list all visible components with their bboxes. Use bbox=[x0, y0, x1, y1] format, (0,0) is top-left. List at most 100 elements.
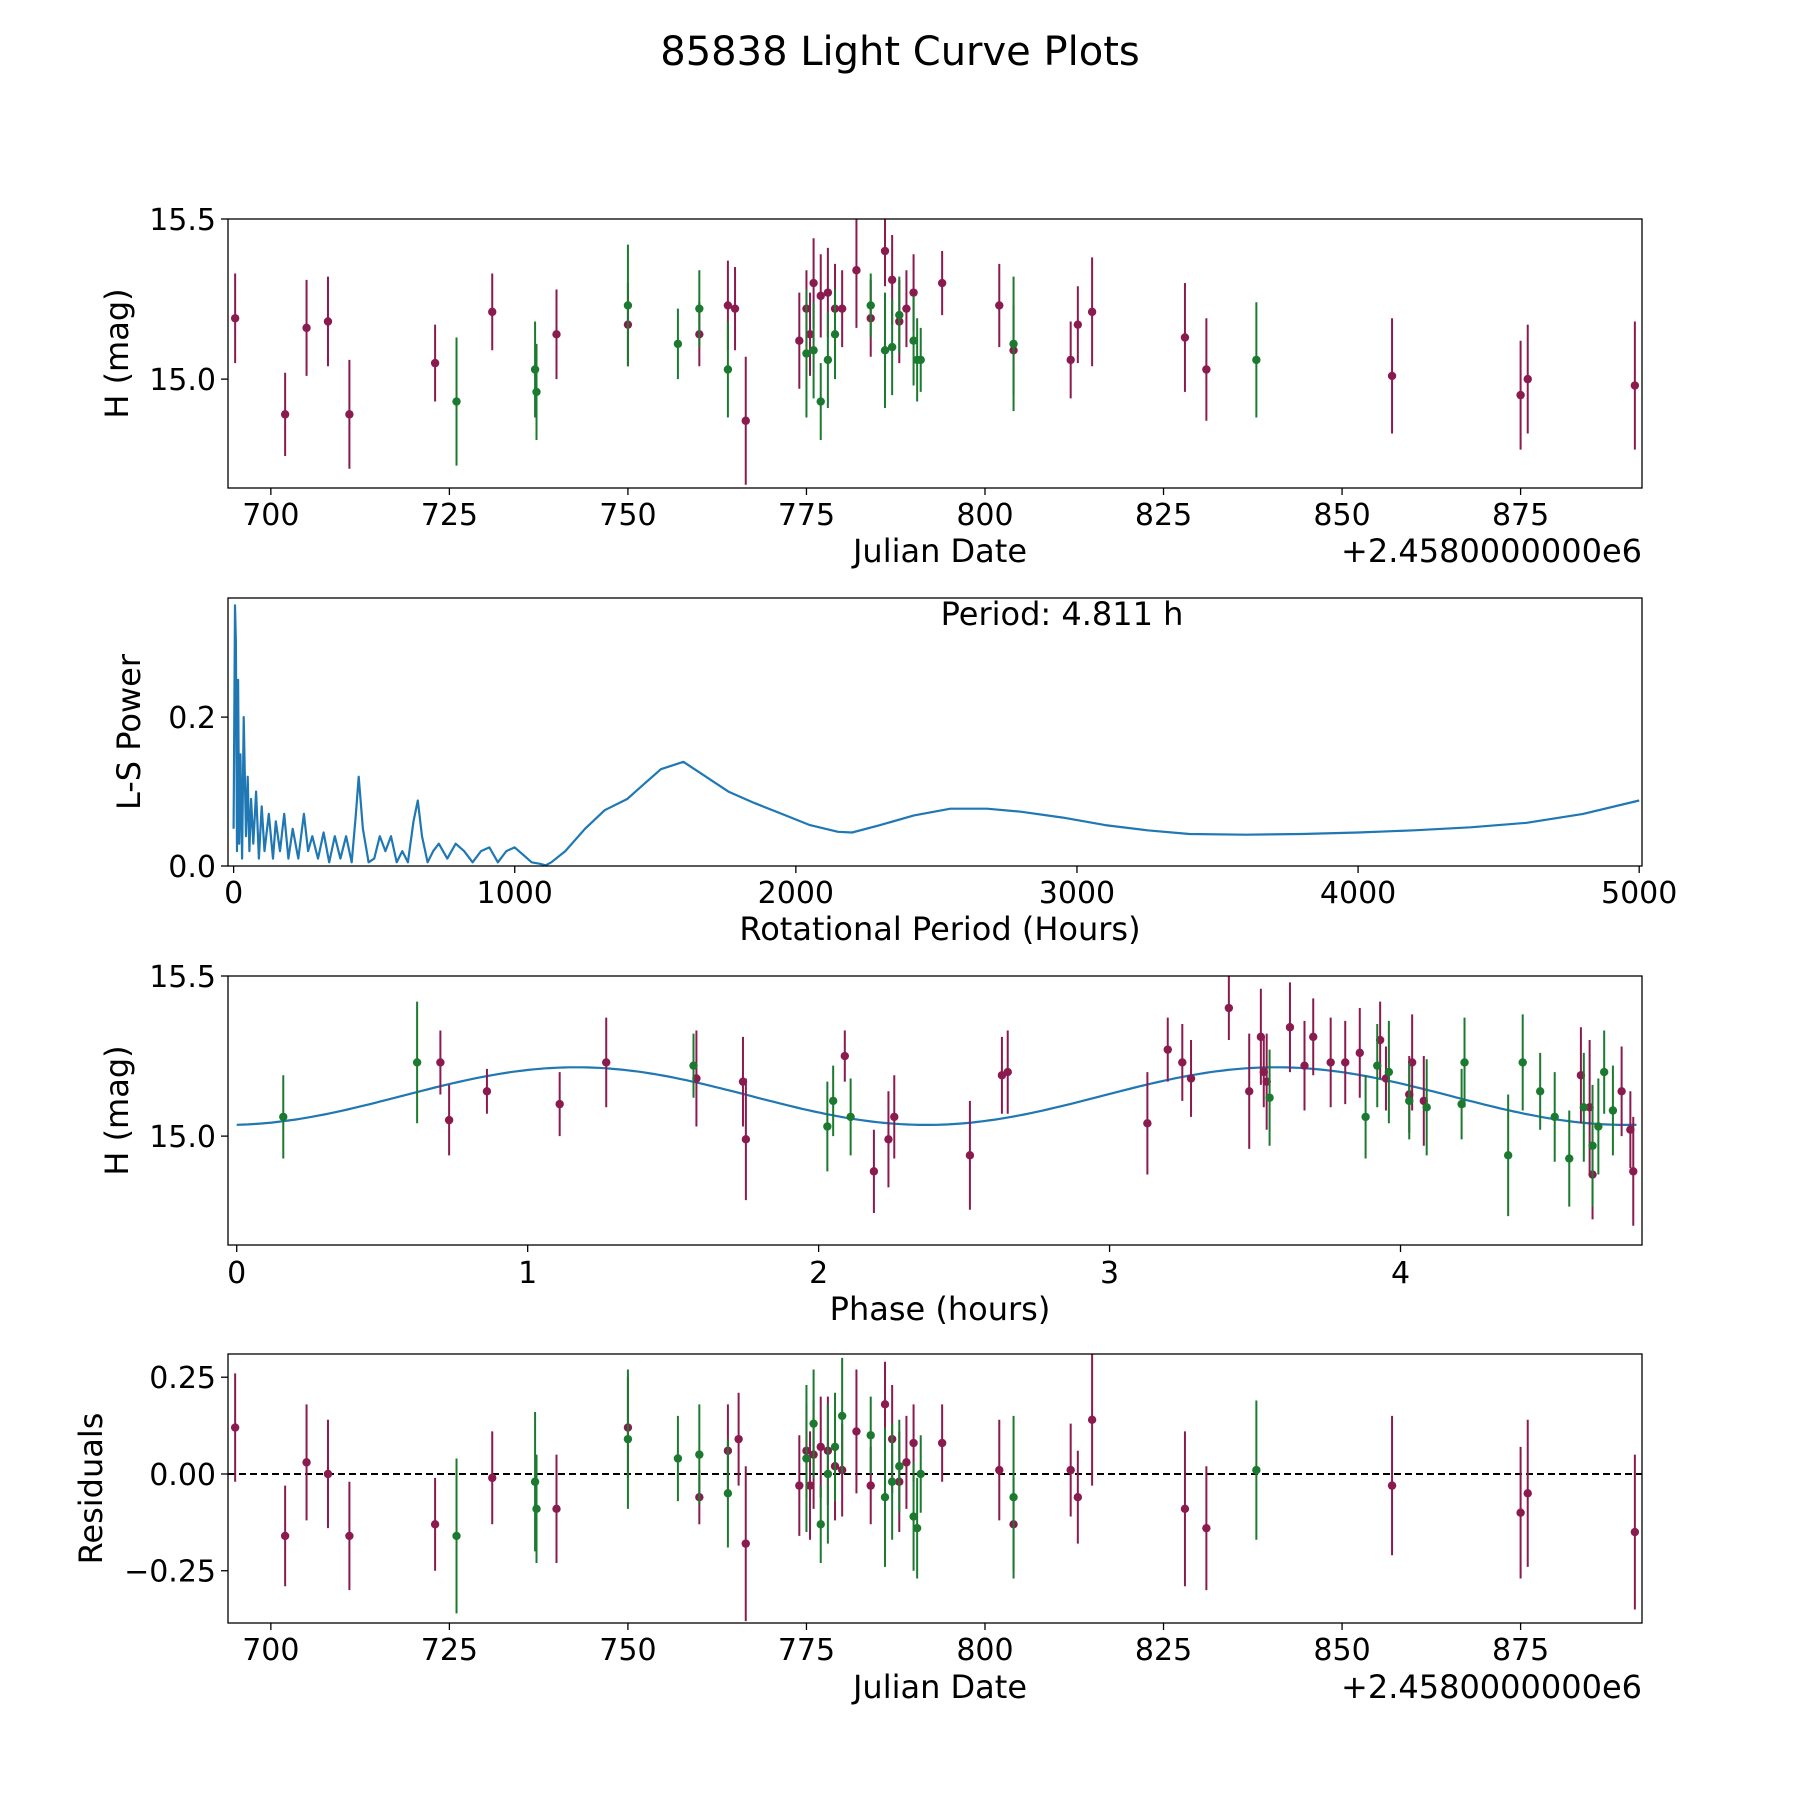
data-point bbox=[837, 304, 847, 313]
data-point bbox=[723, 365, 733, 374]
data-point bbox=[828, 1096, 838, 1106]
data-point bbox=[887, 342, 897, 352]
data-point bbox=[532, 1504, 541, 1514]
data-point bbox=[430, 1520, 440, 1529]
x-tick-label: 700 bbox=[242, 498, 299, 533]
data-point bbox=[1224, 1003, 1234, 1013]
data-point bbox=[695, 1450, 704, 1459]
data-point bbox=[1180, 1504, 1190, 1514]
x-tick-label: 875 bbox=[1492, 1633, 1549, 1668]
y-tick-label: 0.0 bbox=[168, 850, 216, 885]
x-tick-label: 800 bbox=[956, 1633, 1013, 1668]
data-point bbox=[809, 278, 818, 288]
data-point bbox=[937, 1438, 947, 1448]
x-tick-label: 825 bbox=[1135, 498, 1192, 533]
data-point bbox=[1405, 1096, 1414, 1106]
data-point bbox=[887, 1477, 897, 1486]
data-point bbox=[880, 1493, 890, 1502]
data-point bbox=[1422, 1103, 1431, 1112]
data-point bbox=[795, 336, 804, 345]
x-tick-label: 750 bbox=[599, 1633, 656, 1668]
data-point bbox=[890, 1112, 899, 1122]
data-point bbox=[1066, 1465, 1075, 1475]
data-point bbox=[1550, 1112, 1559, 1122]
data-point bbox=[552, 1504, 561, 1514]
data-point bbox=[884, 1135, 893, 1144]
data-point bbox=[823, 355, 833, 365]
data-point bbox=[1180, 333, 1190, 342]
data-point bbox=[602, 1058, 611, 1067]
periodogram-plot-area bbox=[232, 604, 1640, 866]
x-tick-label: 0 bbox=[224, 876, 243, 911]
data-point bbox=[937, 278, 947, 288]
phased-curve-panel: 0 1 2 3 4 15.0 15.5 Phase (hours) H (mag) bbox=[98, 960, 1643, 1328]
data-point bbox=[1087, 1415, 1097, 1424]
data-point bbox=[809, 1419, 818, 1428]
data-point bbox=[866, 1481, 875, 1490]
data-point bbox=[741, 1539, 750, 1548]
data-point bbox=[1143, 1119, 1152, 1128]
data-point bbox=[482, 1087, 492, 1096]
data-point bbox=[1163, 1045, 1172, 1054]
residuals-panel: 700 725 750 775 800 825 850 875 0.25 0.00 −0.25 Jul… bbox=[72, 1353, 1643, 1706]
data-point bbox=[805, 1481, 815, 1490]
data-point bbox=[734, 1434, 743, 1444]
data-point bbox=[1516, 1508, 1525, 1517]
data-point bbox=[345, 1531, 354, 1541]
data-point bbox=[880, 1400, 890, 1409]
data-point bbox=[1516, 390, 1525, 400]
x-tick-label: 750 bbox=[599, 498, 656, 533]
y-tick-label: 15.5 bbox=[149, 960, 216, 995]
phased-curve-plot-area bbox=[236, 976, 1638, 1226]
data-point bbox=[816, 291, 825, 301]
data-point bbox=[852, 1427, 861, 1436]
data-point bbox=[887, 275, 897, 285]
x-tick-label: 2 bbox=[809, 1256, 828, 1291]
data-point bbox=[1565, 1154, 1574, 1163]
data-point bbox=[995, 301, 1004, 310]
data-point bbox=[530, 1477, 540, 1486]
data-point bbox=[530, 365, 540, 374]
data-point bbox=[1009, 339, 1018, 349]
data-point bbox=[345, 410, 354, 419]
x-tick-label: 4000 bbox=[1320, 876, 1396, 911]
data-point bbox=[1523, 1489, 1532, 1498]
data-point bbox=[823, 288, 833, 297]
data-point bbox=[1535, 1087, 1545, 1096]
x-tick-label: 725 bbox=[421, 498, 478, 533]
data-point bbox=[1009, 1493, 1018, 1502]
data-point bbox=[1523, 374, 1532, 384]
data-point bbox=[1341, 1058, 1350, 1067]
y-axis-label: H (mag) bbox=[98, 1045, 136, 1175]
data-point bbox=[880, 346, 890, 355]
data-point bbox=[1252, 355, 1261, 365]
data-point bbox=[1265, 1093, 1274, 1102]
data-point bbox=[444, 1115, 454, 1125]
data-point bbox=[741, 1135, 751, 1144]
y-tick-label: 0.25 bbox=[149, 1361, 216, 1396]
x-tick-label: 850 bbox=[1313, 498, 1370, 533]
data-point bbox=[902, 1458, 911, 1467]
data-point bbox=[1186, 1074, 1196, 1083]
data-point bbox=[909, 288, 918, 297]
data-point bbox=[412, 1058, 422, 1067]
x-tick-label: 3 bbox=[1100, 1256, 1119, 1291]
data-point bbox=[816, 1442, 825, 1452]
data-point bbox=[909, 336, 918, 345]
data-point bbox=[1245, 1087, 1254, 1096]
x-tick-label: 1000 bbox=[477, 876, 553, 911]
data-point bbox=[1599, 1067, 1609, 1077]
data-point bbox=[1617, 1087, 1626, 1096]
data-point bbox=[895, 1462, 904, 1471]
data-point bbox=[909, 1438, 918, 1448]
data-point bbox=[902, 304, 911, 313]
axes-frame bbox=[227, 218, 1643, 489]
data-point bbox=[965, 1151, 975, 1160]
data-point bbox=[452, 397, 461, 406]
data-point bbox=[302, 323, 311, 333]
y-tick-label: 15.0 bbox=[149, 1120, 216, 1155]
data-point bbox=[1355, 1048, 1364, 1058]
data-point bbox=[741, 416, 750, 425]
y-axis-label: H (mag) bbox=[98, 288, 136, 418]
